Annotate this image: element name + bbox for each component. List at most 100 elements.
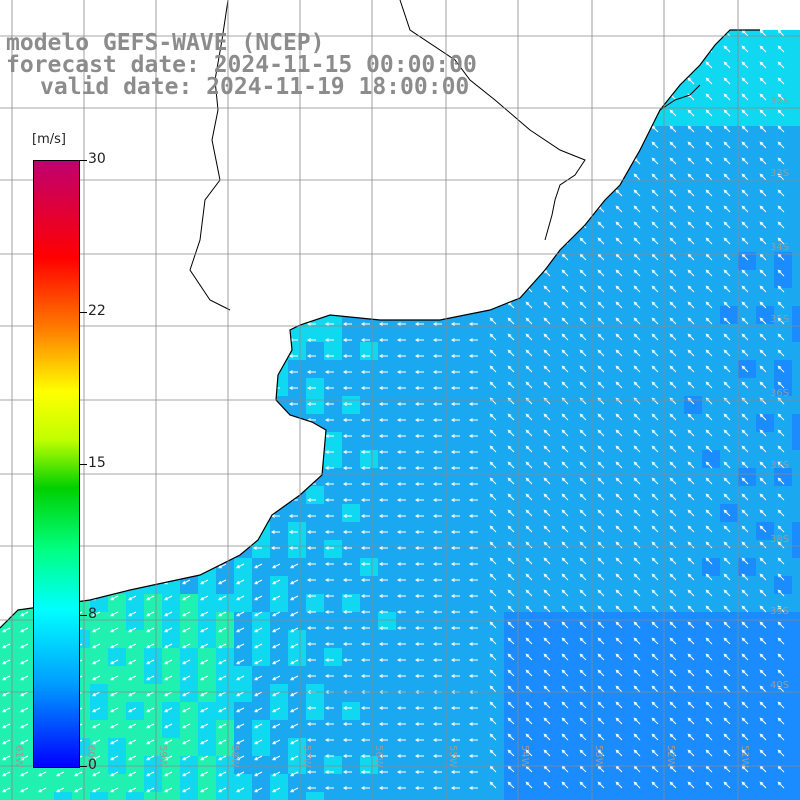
ocean-cell (540, 432, 558, 450)
wind-arrow (396, 674, 406, 678)
wind-arrow (741, 125, 749, 133)
wind-arrow (0, 514, 10, 518)
wind-arrow (289, 659, 299, 665)
ocean-cell (180, 612, 198, 630)
ocean-cell (126, 252, 144, 270)
ocean-cell (468, 792, 486, 800)
ocean-cell (306, 216, 324, 234)
ocean-cell (396, 378, 414, 396)
ocean-cell (144, 180, 162, 198)
ocean-cell (558, 648, 576, 666)
ocean-cell (324, 450, 342, 468)
wind-arrow (777, 189, 785, 197)
wind-arrow (579, 301, 587, 309)
wind-arrow (271, 739, 281, 745)
ocean-cell (522, 324, 540, 342)
wind-arrow (198, 146, 208, 150)
lat-label: 35S (770, 314, 789, 325)
ocean-cell (396, 414, 414, 432)
wind-arrow (54, 146, 64, 150)
ocean-cell (774, 144, 792, 162)
wind-arrow (271, 707, 281, 713)
ocean-cell (738, 126, 756, 144)
wind-arrow (414, 626, 424, 630)
wind-arrow (651, 525, 659, 533)
ocean-cell (360, 270, 378, 288)
ocean-cell (720, 0, 738, 18)
wind-arrow (507, 77, 515, 85)
ocean-cell (90, 378, 108, 396)
wind-arrow (235, 787, 245, 793)
wind-arrow (0, 98, 10, 102)
ocean-cell (792, 576, 800, 594)
ocean-cell (648, 774, 666, 792)
wind-arrow (360, 450, 370, 454)
wind-arrow (306, 674, 316, 678)
wind-arrow (723, 605, 731, 613)
wind-arrow (270, 242, 280, 246)
ocean-cell (558, 270, 576, 288)
ocean-cell (630, 72, 648, 90)
ocean-cell (198, 162, 216, 180)
wind-arrow (306, 770, 316, 774)
ocean-cell (18, 630, 36, 648)
ocean-cell (288, 558, 306, 576)
ocean-cell (216, 612, 234, 630)
ocean-cell (540, 630, 558, 648)
ocean-cell (522, 72, 540, 90)
wind-arrow (396, 290, 406, 294)
ocean-cell (198, 522, 216, 540)
wind-arrow (360, 674, 370, 678)
ocean-cell (450, 270, 468, 288)
ocean-cell (198, 432, 216, 450)
wind-arrow (108, 146, 118, 150)
wind-arrow (615, 685, 623, 693)
wind-arrow (687, 477, 695, 485)
ocean-cell (0, 324, 18, 342)
wind-arrow (288, 210, 298, 214)
wind-arrow (489, 557, 497, 565)
ocean-cell (702, 54, 720, 72)
ocean-cell (486, 648, 504, 666)
wind-arrow (145, 563, 155, 569)
wind-arrow (324, 786, 334, 790)
ocean-cell (540, 468, 558, 486)
ocean-cell (252, 360, 270, 378)
ocean-cell (108, 0, 126, 18)
lon-label: 58W (229, 745, 240, 768)
ocean-cell (738, 414, 756, 432)
ocean-cell (738, 630, 756, 648)
wind-arrow (561, 30, 569, 37)
ocean-cell (0, 252, 18, 270)
wind-arrow (324, 770, 334, 774)
wind-arrow (759, 301, 767, 309)
ocean-cell (630, 414, 648, 432)
wind-arrow (0, 482, 10, 486)
wind-arrow (378, 674, 388, 678)
wind-arrow (723, 93, 731, 101)
ocean-cell (576, 450, 594, 468)
ocean-cell (126, 702, 144, 720)
wind-arrow (342, 146, 352, 150)
wind-arrow (651, 141, 659, 149)
wind-arrow (342, 194, 352, 198)
ocean-cell (396, 522, 414, 540)
ocean-cell (774, 36, 792, 54)
ocean-cell (576, 36, 594, 54)
ocean-cell (738, 306, 756, 324)
wind-arrow (687, 301, 695, 309)
ocean-cell (468, 0, 486, 18)
ocean-cell (486, 720, 504, 738)
wind-arrow (468, 306, 478, 310)
ocean-cell (792, 54, 800, 72)
ocean-cell (414, 252, 432, 270)
wind-arrow (450, 274, 460, 278)
lon-label: 52W (665, 745, 676, 768)
wind-arrow (144, 242, 154, 246)
wind-arrow (306, 786, 316, 790)
wind-arrow (109, 659, 119, 665)
ocean-cell (198, 666, 216, 684)
ocean-cell (234, 792, 252, 800)
wind-arrow (705, 701, 713, 709)
wind-arrow (561, 605, 569, 613)
